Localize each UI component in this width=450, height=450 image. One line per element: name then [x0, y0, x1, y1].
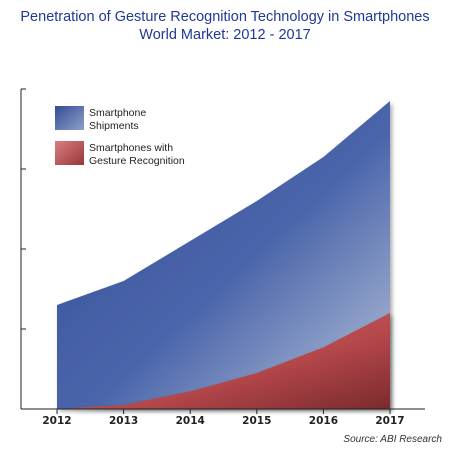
x-tick-label: 2012 [42, 415, 71, 427]
chart-title: Penetration of Gesture Recognition Techn… [20, 9, 430, 25]
legend-label-gesture-line2: Gesture Recognition [89, 155, 185, 167]
legend-label-shipments-line1: Smartphone [89, 107, 146, 119]
source-note: Source: ABI Research [343, 434, 442, 445]
chart-subtitle: World Market: 2012 - 2017 [139, 27, 311, 43]
legend-swatch-gesture [55, 141, 84, 165]
x-tick-label: 2014 [176, 415, 205, 427]
x-tick-label: 2015 [242, 415, 271, 427]
chart-title-block: Penetration of Gesture Recognition Techn… [0, 8, 450, 44]
x-tick-label: 2017 [375, 415, 404, 427]
series-gesture-area [57, 313, 390, 409]
legend-label-gesture-line1: Smartphones with [89, 142, 173, 154]
legend-swatch-shipments [55, 106, 84, 130]
x-tick-label: 2013 [109, 415, 138, 427]
legend-label-shipments-line2: Shipments [89, 120, 139, 132]
series-shipments-area [57, 101, 390, 409]
legend: Smartphone Shipments Smartphones with Ge… [55, 106, 185, 167]
x-tick-label: 2016 [309, 415, 338, 427]
